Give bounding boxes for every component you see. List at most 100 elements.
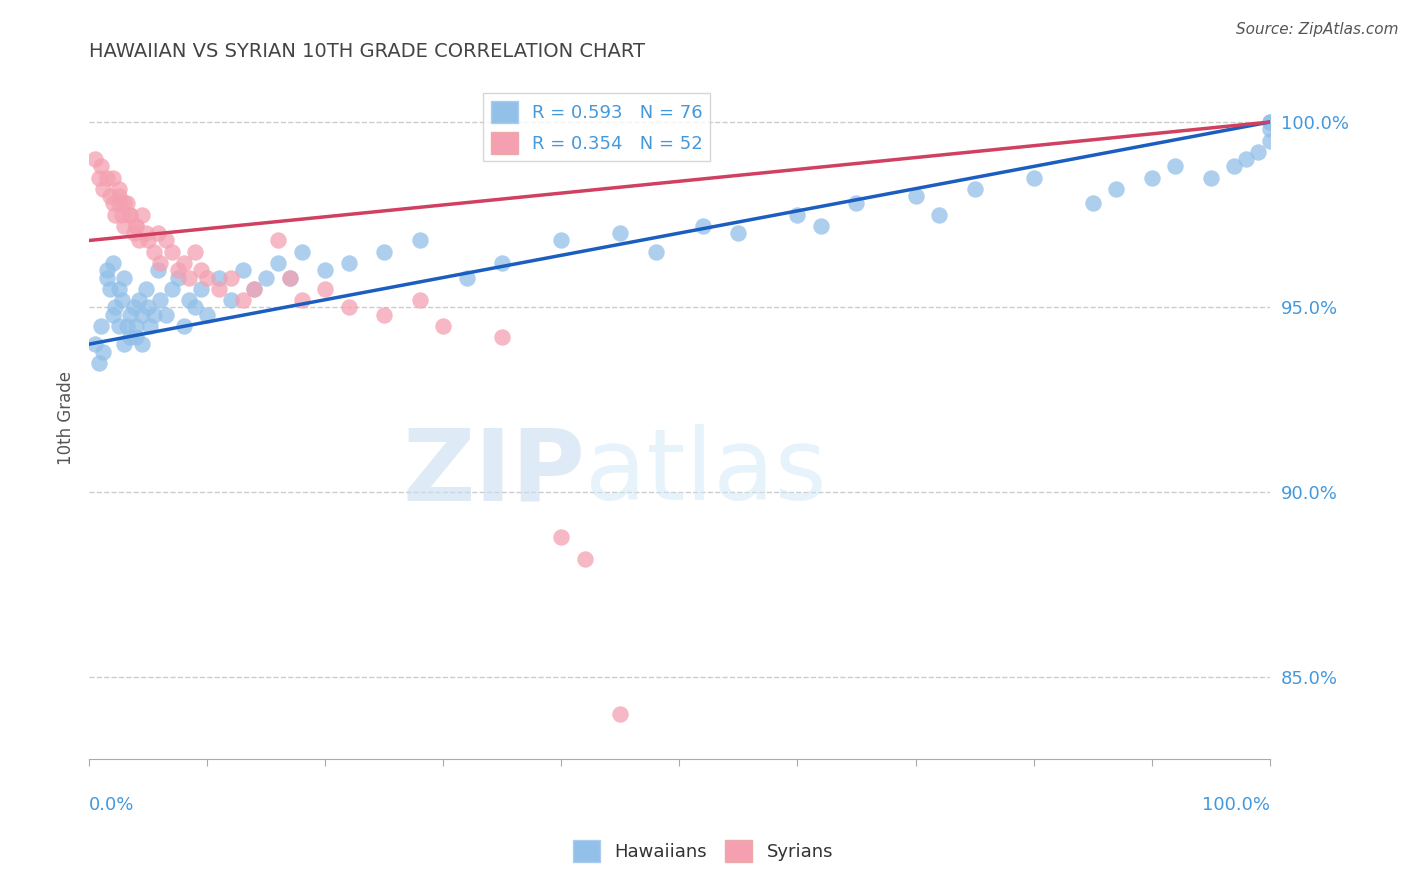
Point [136,300,159,314]
Point [107,196,129,211]
Point [1081,196,1104,211]
Point [135,282,157,296]
Y-axis label: 10th Grade: 10th Grade [58,371,75,466]
Point [101,196,124,211]
Point [267,234,290,248]
Point [373,308,395,322]
Point [1164,160,1187,174]
Point [232,263,254,277]
Point [609,707,631,722]
Point [149,256,172,270]
Point [963,181,986,195]
Point [190,263,212,277]
Point [550,234,572,248]
Point [267,256,290,270]
Point [101,170,124,185]
Text: Source: ZipAtlas.com: Source: ZipAtlas.com [1236,22,1399,37]
Point [101,308,124,322]
Text: HAWAIIAN VS SYRIAN 10TH GRADE CORRELATION CHART: HAWAIIAN VS SYRIAN 10TH GRADE CORRELATIO… [89,42,645,61]
Point [173,256,195,270]
Point [928,208,950,222]
Point [107,282,129,296]
Point [114,337,136,351]
Point [314,282,336,296]
Point [456,270,478,285]
Point [190,282,212,296]
Point [179,293,201,307]
Point [184,300,207,314]
Point [125,219,148,233]
Point [96,270,118,285]
Point [491,256,513,270]
Point [278,270,301,285]
Point [125,330,148,344]
Point [550,530,572,544]
Point [114,196,136,211]
Point [904,189,927,203]
Point [208,270,231,285]
Point [1247,145,1270,159]
Point [786,208,808,222]
Point [111,208,134,222]
Point [278,270,301,285]
Point [115,196,138,211]
Point [128,293,150,307]
Point [290,293,312,307]
Point [87,356,110,370]
Point [208,282,231,296]
Point [101,256,124,270]
Point [644,244,666,259]
Point [1258,115,1281,129]
Legend: R = 0.593   N = 76, R = 0.354   N = 52: R = 0.593 N = 76, R = 0.354 N = 52 [484,94,710,161]
Point [243,282,266,296]
Point [1258,122,1281,136]
Point [143,244,166,259]
Point [125,318,148,333]
Point [337,300,360,314]
Point [160,244,183,259]
Point [149,293,172,307]
Point [254,270,277,285]
Point [128,234,150,248]
Point [232,293,254,307]
Point [143,308,166,322]
Point [1223,160,1246,174]
Point [219,293,242,307]
Point [314,263,336,277]
Text: 100.0%: 100.0% [1202,797,1270,814]
Point [84,337,107,351]
Text: 0.0%: 0.0% [89,797,135,814]
Point [120,330,142,344]
Point [1234,152,1257,166]
Point [1199,170,1222,185]
Point [107,181,129,195]
Point [131,308,153,322]
Point [125,219,148,233]
Point [219,270,242,285]
Point [609,226,631,240]
Point [131,208,153,222]
Point [195,308,218,322]
Point [1258,134,1281,148]
Text: ZIP: ZIP [402,425,585,521]
Point [107,189,129,203]
Point [179,270,201,285]
Point [155,308,177,322]
Point [155,234,177,248]
Point [1258,115,1281,129]
Point [146,263,169,277]
Point [146,226,169,240]
Point [243,282,266,296]
Point [810,219,832,233]
Point [90,318,112,333]
Point [337,256,360,270]
Point [107,318,129,333]
Point [122,226,145,240]
Point [290,244,312,259]
Point [491,330,513,344]
Point [98,282,121,296]
Point [131,337,153,351]
Point [1105,181,1128,195]
Point [120,308,142,322]
Point [166,263,188,277]
